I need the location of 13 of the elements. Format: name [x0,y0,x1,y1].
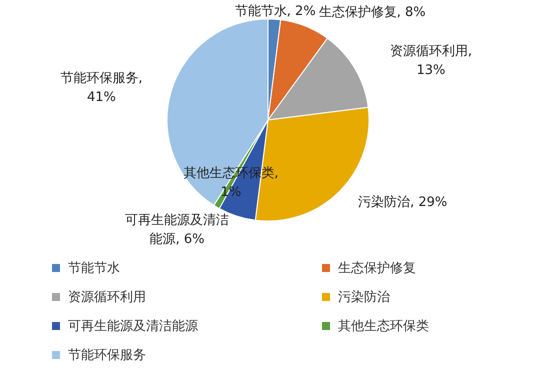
legend-label: 污染防治 [338,289,390,306]
legend-label: 节能节水 [68,260,120,277]
data-label: 污染防治, 29% [358,194,448,212]
data-label: 生态保护修复, 8% [318,4,426,22]
data-label: 资源循环利用, 13% [388,42,474,80]
data-label: 节能节水, 2% [234,3,316,21]
legend-label: 生态保护修复 [338,260,416,277]
legend-label: 节能环保服务 [68,347,146,364]
legend-label: 资源循环利用 [68,289,146,306]
legend-label: 其他生态环保类 [338,318,429,335]
data-label: 可再生能源及清洁能源, 6% [124,212,230,250]
legend-label: 可再生能源及清洁能源 [68,318,198,335]
data-label: 节能环保服务, 41% [59,70,144,107]
